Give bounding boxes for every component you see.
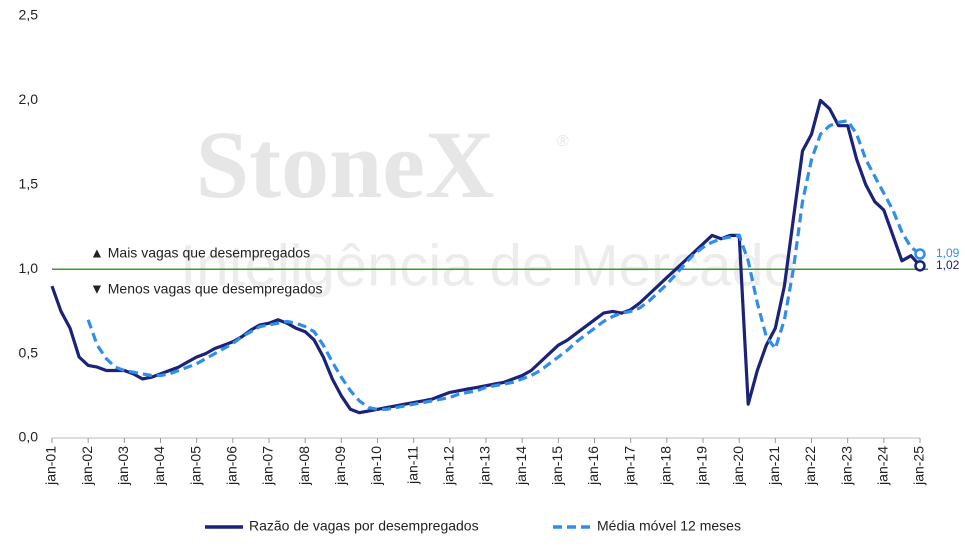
- watermark-brand: StoneX: [196, 111, 495, 218]
- x-tick-label: jan-08: [296, 446, 312, 486]
- x-tick-label: jan-07: [260, 446, 276, 486]
- x-tick-label: jan-16: [585, 446, 601, 486]
- x-tick-label: jan-15: [549, 446, 565, 486]
- series-line: [50, 98, 922, 415]
- x-tick-label: jan-22: [802, 446, 818, 486]
- x-tick-label: jan-25: [911, 446, 927, 486]
- x-tick-label: jan-21: [766, 446, 782, 486]
- x-tick-label: jan-24: [875, 446, 891, 486]
- y-tick-label: 0,0: [19, 429, 39, 445]
- x-tick-label: jan-14: [513, 446, 529, 486]
- x-tick-label: jan-12: [441, 446, 457, 486]
- x-tick-label: jan-17: [621, 446, 637, 486]
- y-tick-label: 2,0: [19, 91, 39, 107]
- legend-label: Média móvel 12 meses: [597, 518, 741, 534]
- x-tick-label: jan-03: [115, 446, 131, 486]
- x-tick-label: jan-19: [694, 446, 710, 486]
- end-label: 1,09: [936, 246, 960, 260]
- y-tick-label: 1,5: [19, 176, 39, 192]
- x-tick-label: jan-23: [838, 446, 854, 486]
- y-tick-label: 0,5: [19, 344, 39, 360]
- x-tick-label: jan-20: [730, 446, 746, 486]
- x-tick-label: jan-02: [79, 446, 95, 486]
- y-tick-label: 1,0: [19, 260, 39, 276]
- end-marker: [914, 260, 926, 272]
- x-tick-label: jan-05: [187, 446, 203, 486]
- annotation: ▼ Menos vagas que desempregados: [90, 281, 323, 297]
- x-tick-label: jan-04: [151, 446, 167, 486]
- x-tick-label: jan-01: [43, 446, 59, 486]
- x-tick-label: jan-06: [224, 446, 240, 486]
- x-tick-label: jan-13: [477, 446, 493, 486]
- watermark-tagline: Inteligência de Mercado: [180, 233, 796, 298]
- end-marker: [914, 248, 926, 260]
- watermark-mark: ®: [557, 133, 569, 150]
- y-tick-label: 2,5: [19, 7, 39, 23]
- legend-label: Razão de vagas por desempregados: [249, 518, 479, 534]
- end-label: 1,02: [936, 258, 960, 272]
- x-tick-label: jan-18: [658, 446, 674, 486]
- x-tick-label: jan-10: [368, 446, 384, 486]
- x-tick-label: jan-11: [404, 446, 420, 485]
- annotation: ▲ Mais vagas que desempregados: [90, 245, 310, 261]
- x-tick-label: jan-09: [332, 446, 348, 486]
- series-line: [86, 119, 921, 411]
